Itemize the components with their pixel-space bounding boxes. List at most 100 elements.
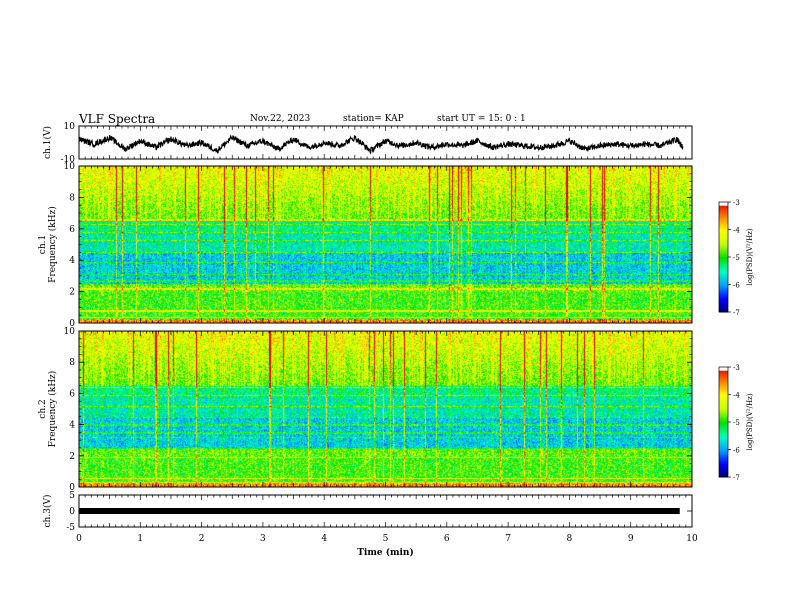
colorbar-cell [719,394,728,397]
colorbar-cell [719,387,728,390]
colorbar-cell [719,368,728,372]
colorbar-cell [719,374,728,377]
colorbar-label-2: log(PSD)(V²/Hz) [746,393,754,450]
colorbar-cell [719,425,728,428]
colorbar-cell [719,475,728,478]
spec1-ylabel: Frequency (kHz) [47,206,58,283]
colorbar-cell [719,262,728,265]
colorbar-cell [719,249,728,252]
spec1-y-tick-label: 2 [69,288,75,298]
colorbar-cell [719,288,728,291]
x-tick-label: 3 [260,534,266,544]
x-tick-label: 1 [137,534,143,544]
colorbar-tick-label: -3 [733,199,740,207]
ch1-y-tick-label: -10 [61,155,76,165]
colorbar-cell [719,227,728,230]
x-tick-label: 6 [444,534,450,544]
spec1-y-tick-label: 10 [64,162,76,172]
colorbar-cell [719,456,728,460]
colorbar-cell [719,389,728,392]
colorbar-cell [719,398,728,401]
colorbar-cell [719,423,728,427]
x-tick-label: 9 [628,534,634,544]
colorbar-cell [719,367,728,370]
colorbar-cell [719,205,728,208]
ch3-y-tick-label: 5 [69,491,75,501]
colorbar-cell [719,455,728,458]
colorbar-cell [719,308,728,311]
colorbar-cell [719,214,728,218]
colorbar-cell [719,209,728,212]
colorbar-tick-label: -5 [733,419,740,427]
x-tick-label: 10 [686,534,698,544]
colorbar-cell [719,400,728,403]
colorbar-tick-label: -7 [733,309,740,317]
colorbar-cell [719,240,728,243]
colorbar-cell [719,447,728,450]
x-tick-label: 8 [567,534,573,544]
colorbar-cell [719,293,728,296]
colorbar-cell [719,411,728,414]
colorbar-cell [719,251,728,254]
waveform-ch1-line [78,134,684,155]
colorbar-cell [719,440,728,443]
colorbar-cell [719,279,728,282]
colorbar-cell [719,222,728,225]
colorbar-cell [719,403,728,406]
colorbar-label-1: log(PSD)(V²/Hz) [746,228,754,285]
colorbar-cell [719,462,728,465]
spec2-y-tick-label: 4 [69,421,75,431]
ch3-y-tick-label: -5 [66,523,75,533]
colorbar-cell [719,216,728,219]
colorbar-cell [719,291,728,295]
colorbar-cell [719,224,728,227]
colorbar-cell [719,422,728,425]
colorbar-cell [719,242,728,245]
colorbar-cell [719,469,728,472]
x-tick-label: 5 [383,534,389,544]
colorbar-cell [719,310,728,313]
colorbar-cell [719,378,728,381]
colorbar-cell [719,370,728,373]
colorbar-cell [719,372,728,375]
colorbar-cell [719,444,728,447]
colorbar-cell [719,295,728,298]
spec2-y-tick-label: 10 [64,327,76,337]
colorbar-cell [719,282,728,285]
spec1-ylabel: ch.1 [38,235,48,254]
colorbar-cell [719,390,728,394]
colorbar-cell [719,277,728,280]
colorbar-cell [719,268,728,271]
colorbar-cell [719,220,728,223]
colorbar-cell [719,302,728,306]
colorbar-cell [719,290,728,293]
colorbar-cell [719,379,728,383]
colorbar-tick-label: -5 [733,254,740,262]
colorbar-cell [719,213,728,216]
colorbar-cell [719,229,728,232]
colorbar-cell [719,260,728,263]
colorbar-cell [719,433,728,436]
colorbar-cell [719,427,728,430]
x-tick-label: 2 [199,534,205,544]
ch1-ylabel: ch.1(V) [42,126,53,159]
colorbar-cell [719,438,728,441]
colorbar-cell [719,376,728,379]
colorbar-cell [719,304,728,307]
station-label: station= KAP [343,114,404,124]
spec2-y-tick-label: 2 [69,452,75,462]
ch1-y-tick-label: 10 [64,122,76,132]
colorbar-cell [719,396,728,399]
colorbar-cell [719,420,728,423]
colorbar-cell [719,453,728,456]
colorbar-cell [719,412,728,416]
spectrogram-image-ch2 [79,331,692,487]
colorbar-cell [719,266,728,269]
colorbar-cell [719,244,728,247]
colorbar-cell [719,211,728,214]
ch3-ylabel: ch.3(V) [42,495,53,528]
ch3-y-tick-label: 0 [69,507,75,517]
spec2-y-tick-label: 8 [69,358,75,368]
colorbar-cell [719,431,728,434]
